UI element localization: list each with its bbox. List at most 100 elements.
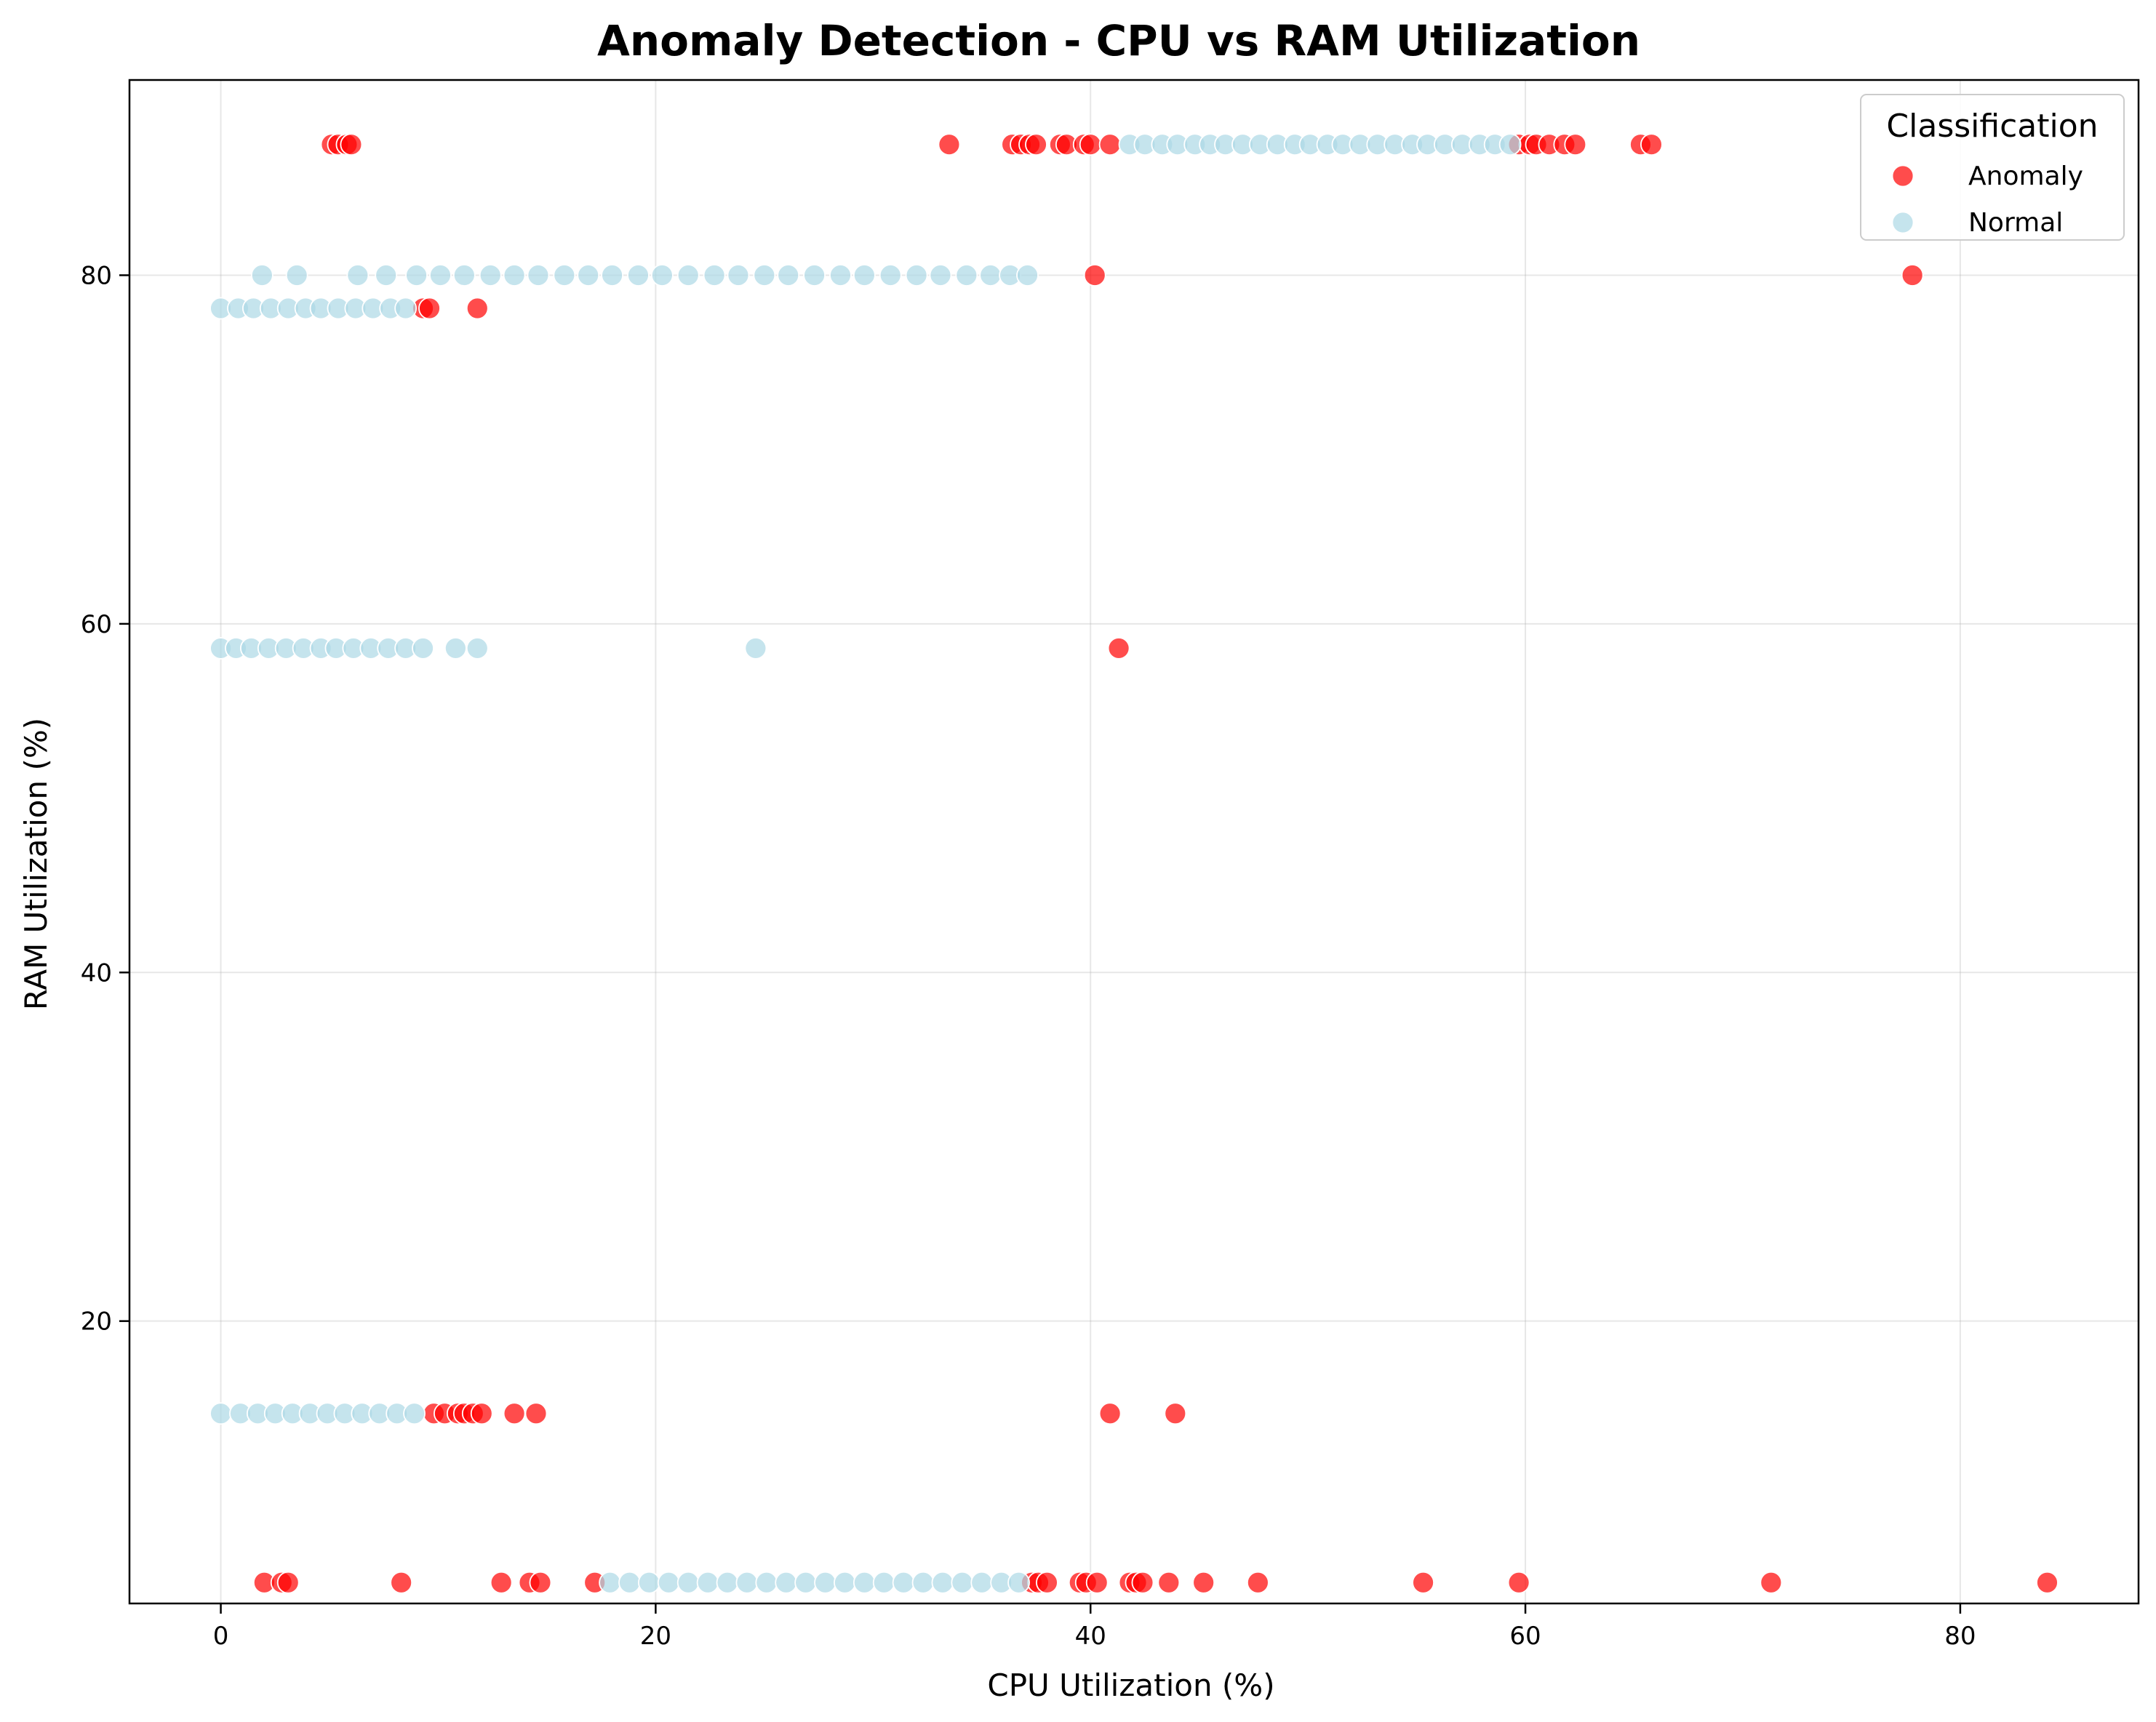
data-point xyxy=(2036,1571,2059,1594)
legend-marker xyxy=(1891,164,1915,188)
data-point xyxy=(1192,1571,1215,1594)
data-point xyxy=(429,264,452,287)
data-point xyxy=(503,1402,526,1425)
data-point xyxy=(479,264,502,287)
data-point xyxy=(250,264,274,287)
data-points xyxy=(209,133,2059,1594)
data-point xyxy=(872,1571,895,1594)
data-point xyxy=(834,1571,856,1594)
data-point xyxy=(794,1571,818,1594)
chart-title: Anomaly Detection - CPU vs RAM Utilizati… xyxy=(597,16,1640,65)
data-point xyxy=(1083,264,1106,287)
legend-marker xyxy=(1891,211,1915,234)
data-point xyxy=(744,637,767,660)
data-point xyxy=(375,264,398,287)
data-point xyxy=(938,133,961,156)
data-point xyxy=(1498,133,1522,156)
data-point xyxy=(716,1571,739,1594)
data-point xyxy=(452,264,476,287)
data-point xyxy=(753,264,776,287)
data-point xyxy=(1085,1571,1109,1594)
x-tick-label: 40 xyxy=(1075,1622,1106,1651)
data-point xyxy=(638,1571,660,1594)
data-point xyxy=(703,264,726,287)
x-tick-label: 80 xyxy=(1944,1622,1976,1651)
y-tick-label: 20 xyxy=(81,1307,112,1337)
series-normal xyxy=(209,133,1522,1594)
data-point xyxy=(853,264,876,287)
data-point xyxy=(209,1402,232,1425)
data-point xyxy=(979,264,1002,287)
data-point xyxy=(346,264,370,287)
grid-lines xyxy=(129,80,2139,1603)
data-point xyxy=(1007,1571,1030,1594)
data-point xyxy=(1640,133,1663,156)
data-point xyxy=(911,1571,935,1594)
data-point xyxy=(955,264,978,287)
data-point xyxy=(524,1402,548,1425)
data-point xyxy=(879,264,902,287)
data-point xyxy=(418,297,441,320)
x-tick-label: 20 xyxy=(640,1622,671,1651)
data-point xyxy=(1098,1402,1122,1425)
data-point xyxy=(1131,1571,1154,1594)
data-point xyxy=(814,1571,837,1594)
legend-title: Classification xyxy=(1886,108,2098,145)
data-point xyxy=(1760,1571,1783,1594)
data-point xyxy=(553,264,576,287)
data-point xyxy=(527,264,550,287)
y-tick-label: 80 xyxy=(81,261,112,290)
data-point xyxy=(1025,133,1047,156)
data-point xyxy=(970,1571,994,1594)
data-point xyxy=(755,1571,778,1594)
data-point xyxy=(829,264,852,287)
data-point xyxy=(1107,637,1130,660)
plot-area xyxy=(129,80,2139,1603)
data-point xyxy=(1157,1571,1181,1594)
data-point xyxy=(627,264,650,287)
data-point xyxy=(403,1402,426,1425)
data-point xyxy=(1507,1571,1530,1594)
data-point xyxy=(444,637,467,660)
data-point xyxy=(405,264,428,287)
data-point xyxy=(727,264,750,287)
data-point xyxy=(951,1571,974,1594)
data-point xyxy=(618,1571,641,1594)
data-point xyxy=(466,297,489,320)
x-tick-label: 60 xyxy=(1509,1622,1541,1651)
series-anomaly xyxy=(252,133,2059,1594)
y-tick-label: 40 xyxy=(81,958,112,988)
x-tick-label: 0 xyxy=(213,1622,229,1651)
data-point xyxy=(1098,133,1122,156)
data-point xyxy=(905,264,928,287)
data-point xyxy=(1164,1402,1187,1425)
data-point xyxy=(1036,1571,1058,1594)
data-point xyxy=(1016,264,1039,287)
data-point xyxy=(1564,133,1587,156)
plot-frame xyxy=(128,79,2140,1605)
data-point xyxy=(775,1571,798,1594)
data-point xyxy=(929,264,952,287)
data-point xyxy=(777,264,800,287)
data-point xyxy=(892,1571,915,1594)
data-point xyxy=(276,1571,300,1594)
data-point xyxy=(470,1402,493,1425)
data-point xyxy=(577,264,600,287)
legend-entries: Anomaly Normal xyxy=(1891,161,2083,238)
data-point xyxy=(529,1571,552,1594)
legend-box xyxy=(1860,94,2125,241)
data-point xyxy=(340,133,363,156)
data-point xyxy=(676,264,700,287)
data-point xyxy=(696,1571,719,1594)
data-point xyxy=(1246,1571,1269,1594)
y-tick-label: 60 xyxy=(81,610,112,639)
axis-ticks: 0 20 40 60 80 20 40 60 80 xyxy=(81,261,1976,1651)
data-point xyxy=(285,264,308,287)
data-point xyxy=(931,1571,954,1594)
data-point xyxy=(599,1571,622,1594)
data-point xyxy=(490,1571,513,1594)
data-point xyxy=(676,1571,700,1594)
legend-label: Anomaly xyxy=(1968,161,2083,191)
data-point xyxy=(853,1571,876,1594)
